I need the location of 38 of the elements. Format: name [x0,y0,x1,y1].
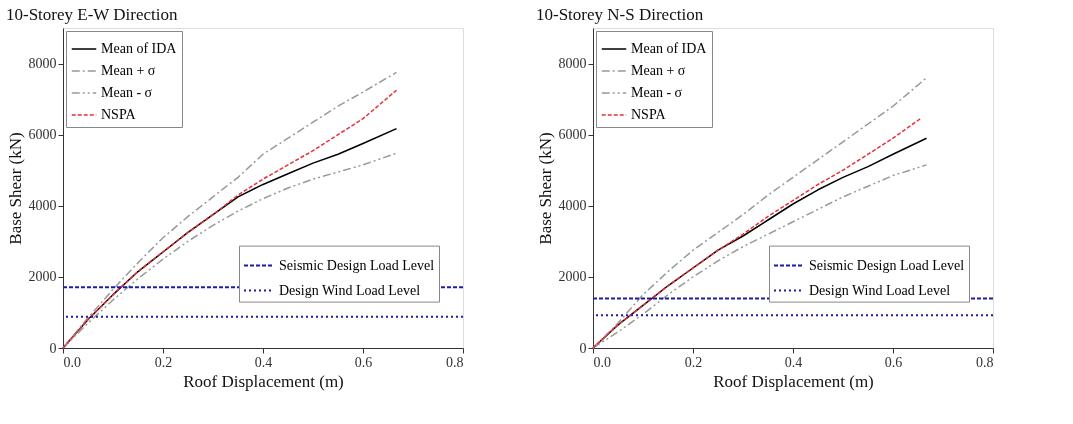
chart-title: 10-Storey E-W Direction [6,5,179,24]
x-tick-label: 0.2 [154,354,173,370]
legend-label: Mean of IDA [631,41,708,56]
x-tick-label: 0.8 [446,354,464,370]
x-axis-title: Roof Displacement (m) [713,371,874,391]
legend-label: Seismic Design Load Level [809,257,965,273]
legend-label: NSPA [101,107,137,122]
legend-label: Mean + σ [101,63,156,78]
chart-title: 10-Storey N-S Direction [536,5,704,24]
legend-label: Design Wind Load Level [809,282,951,298]
y-tick-label: 0 [579,340,587,356]
legend-label: Mean of IDA [101,41,178,56]
y-tick-label: 2000 [558,269,587,285]
legend-label: NSPA [631,107,667,122]
y-tick-label: 6000 [28,127,57,143]
y-tick-label: 4000 [28,198,57,214]
x-axis-title: Roof Displacement (m) [183,371,344,391]
y-axis-title: Base Shear (kN) [5,132,25,245]
y-tick-label: 8000 [28,56,57,72]
y-tick-label: 6000 [558,127,587,143]
legend-label: Mean - σ [101,85,153,100]
x-tick-label: 0.0 [593,354,611,370]
y-tick-label: 8000 [558,56,587,72]
x-tick-label: 0.6 [884,354,903,370]
x-tick-label: 0.0 [63,354,81,370]
y-axis-title: Base Shear (kN) [535,132,555,245]
x-tick-label: 0.4 [254,354,273,370]
x-tick-label: 0.4 [784,354,803,370]
y-tick-label: 0 [49,340,57,356]
x-tick-label: 0.2 [684,354,703,370]
legend-label: Seismic Design Load Level [279,257,435,273]
legend-label: Mean + σ [631,63,686,78]
x-tick-label: 0.8 [976,354,994,370]
y-tick-label: 2000 [28,269,57,285]
legend-label: Mean - σ [631,85,683,100]
legend-label: Design Wind Load Level [279,282,421,298]
y-tick-label: 4000 [558,198,587,214]
x-tick-label: 0.6 [354,354,373,370]
